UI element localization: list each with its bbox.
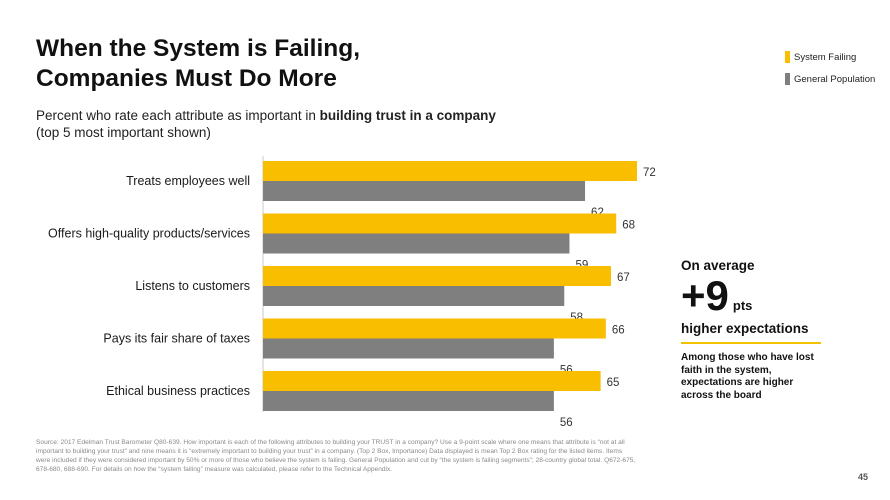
callout-note: Among those who have lost faith in the s… <box>681 352 814 401</box>
bar-system-failing <box>263 371 601 391</box>
chart-subtitle: Percent who rate each attribute as impor… <box>36 107 496 141</box>
bar-general-population <box>263 338 554 359</box>
bar-general-population <box>263 286 565 306</box>
data-label: 68 <box>622 220 635 232</box>
category-label: Pays its fair share of taxes <box>103 332 250 346</box>
callout-figure: +9 pts <box>681 275 823 317</box>
data-label: 56 <box>560 417 573 429</box>
callout-divider <box>681 342 821 344</box>
category-label: Offers high-quality products/services <box>48 227 250 241</box>
bar-system-failing <box>263 266 612 286</box>
callout-on-average: On average <box>681 258 755 273</box>
subtitle-line-2: (top 5 most important shown) <box>36 125 211 140</box>
data-label: 65 <box>607 377 620 389</box>
callout-big-number: +9 <box>681 272 729 319</box>
category-label: Ethical business practices <box>106 384 250 398</box>
legend-swatch-general-population <box>785 73 790 85</box>
data-label: 66 <box>612 325 625 337</box>
bar-general-population <box>263 181 586 201</box>
chart-legend: System Failing General Population <box>785 50 875 94</box>
bar-system-failing <box>263 161 637 181</box>
page-number: 45 <box>858 472 869 482</box>
bar-general-population <box>263 391 554 411</box>
bar-system-failing <box>263 213 617 234</box>
page-title: When the System is Failing, Companies Mu… <box>36 34 360 94</box>
subtitle-line-1: Percent who rate each attribute as impor… <box>36 107 496 124</box>
subtitle-bold: building trust in a company <box>319 108 496 123</box>
bar-general-population <box>263 233 570 254</box>
title-line-2: Companies Must Do More <box>36 65 337 92</box>
legend-label-general-population: General Population <box>794 73 876 85</box>
legend-swatch-system-failing <box>785 51 790 63</box>
data-label: 72 <box>643 167 656 179</box>
category-label: Listens to customers <box>135 279 250 293</box>
source-footnote: Source: 2017 Edelman Trust Barometer Q80… <box>36 439 636 473</box>
callout-higher-expectations: higher expectations <box>681 321 809 336</box>
data-label: 67 <box>617 272 630 284</box>
category-label: Treats employees well <box>126 174 250 188</box>
legend-item-system-failing: System Failing <box>785 50 875 64</box>
average-callout: On average +9 pts higher expectations Am… <box>681 258 823 402</box>
bar-system-failing <box>263 318 606 339</box>
callout-pts: pts <box>732 298 753 313</box>
title-line-1: When the System is Failing, <box>36 35 361 62</box>
legend-item-general-population: General Population <box>785 72 875 86</box>
legend-label-system-failing: System Failing <box>794 51 857 63</box>
subtitle-prefix: Percent who rate each attribute as impor… <box>36 108 320 123</box>
